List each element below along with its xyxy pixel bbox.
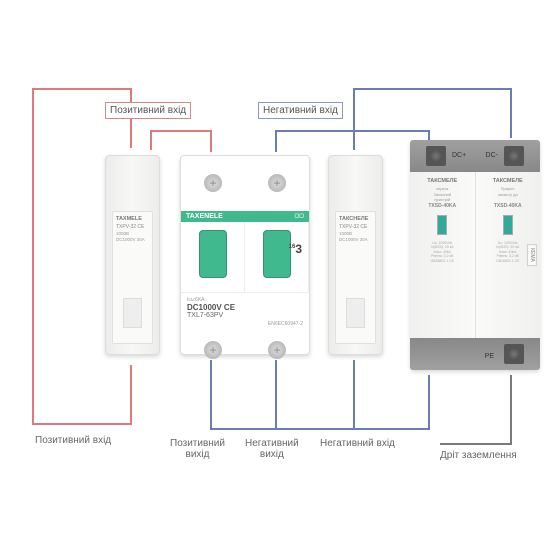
breaker-model: TXL7-63PV [187,312,303,319]
label-pos-out-bottom: Позитивний вихід [170,438,225,460]
neg-wire [353,88,355,130]
fuse-spec: DC1000V 30A [339,237,372,242]
neg-wire [353,88,512,90]
neg-wire [353,130,355,150]
label-pos-in-top: Позитивний вхід [105,102,191,119]
spd-desc: спрєскЗахиснийпристрій [414,186,471,203]
pos-wire [150,130,210,132]
screw-icon [204,341,222,359]
pos-wire [150,130,152,150]
breaker-toggle[interactable] [199,230,227,278]
spd-brand: ТАКСМЕЛЕ [480,178,537,184]
spd-module: ТАКСМЕЛЕ спрєскЗахиснийпристрій TXSD-40K… [410,172,476,338]
spd-dc-plus-label: DC+ [452,152,466,159]
fuse-holder-negative: ТАКСНЕЛЕ TXPV-32 CE 1000В DC1000V 30A [328,155,383,355]
screw-icon [268,174,286,192]
spd-specs: Uc: 1000VdcIn(8/20): 20 кАImax: 40kAРіве… [414,241,471,264]
surge-protector: DC+ DC- ТАКСМЕЛЕ спрєскЗахиснийпристрій … [410,140,540,370]
label-neg-in-bottom: Негативний вхід [320,438,395,449]
spd-dc-minus-label: DC- [486,152,498,159]
spd-model: TXSD-40KA [480,203,537,209]
fuse-brand: TAXMELE [116,216,149,222]
pos-wire [130,365,132,425]
spd-terminal-dc-minus [504,146,524,166]
spd-status-window [503,215,513,235]
spd-terminal-dc-plus [426,146,446,166]
wiring-diagram: Позитивний вхід Негативний вхід Позитивн… [0,0,560,560]
dc-breaker: TAXENELE ▢▢ 163 Icu:6KA DC1000V CE TXL7-… [180,155,310,355]
screw-icon [268,341,286,359]
label-pos-in-bottom: Позитивний вхід [35,435,111,446]
breaker-cert: ▢▢ [295,213,304,220]
label-neg-in-top: Негативний вхід [258,102,343,119]
spd-brand: ТАКСМЕЛЕ [414,178,471,184]
neg-wire [510,88,512,138]
fuse-spec: DC1000V 30A [116,237,149,242]
label-ground: Дріт заземлення [440,450,517,461]
fuse-model: TXPV-32 CE [339,224,372,230]
fuse-holder-positive: TAXMELE TXPV-32 CE 1000В DC1000V 30A [105,155,160,355]
spd-status-window [437,215,447,235]
fuse-spec: 1000В [339,231,372,236]
pos-wire [210,130,212,152]
neg-wire [275,130,277,152]
neg-wire [353,360,355,428]
neg-wire [210,428,430,430]
breaker-standard: EN/IEC60947-2 [187,321,303,327]
breaker-voltage: DC1000V CE [187,303,303,312]
screw-icon [204,174,222,192]
spd-desc: Прирістзахисту до [480,186,537,203]
breaker-brand: TAXENELE [186,213,223,220]
pos-wire [32,423,130,425]
breaker-toggle[interactable] [263,230,291,278]
breaker-rating: 163 [289,242,302,256]
fuse-spec: 1000В [116,231,149,236]
spd-model: TXSD-40KA [414,203,471,209]
ground-wire [510,375,512,443]
label-neg-out-bottom: Негативний вихід [245,438,299,460]
pos-wire [32,88,34,423]
spd-pe-label: PE [485,353,494,360]
fuse-model: TXPV-32 CE [116,224,149,230]
fuse-window [123,298,142,328]
fuse-window [346,298,365,328]
neg-wire [428,375,430,430]
neg-wire [428,130,430,140]
spd-terminal-pe [504,344,524,364]
spd-kema-label: КЕМА [527,244,537,266]
pos-wire [32,88,132,90]
ground-wire [440,443,512,445]
fuse-brand: ТАКСНЕЛЕ [339,216,372,222]
